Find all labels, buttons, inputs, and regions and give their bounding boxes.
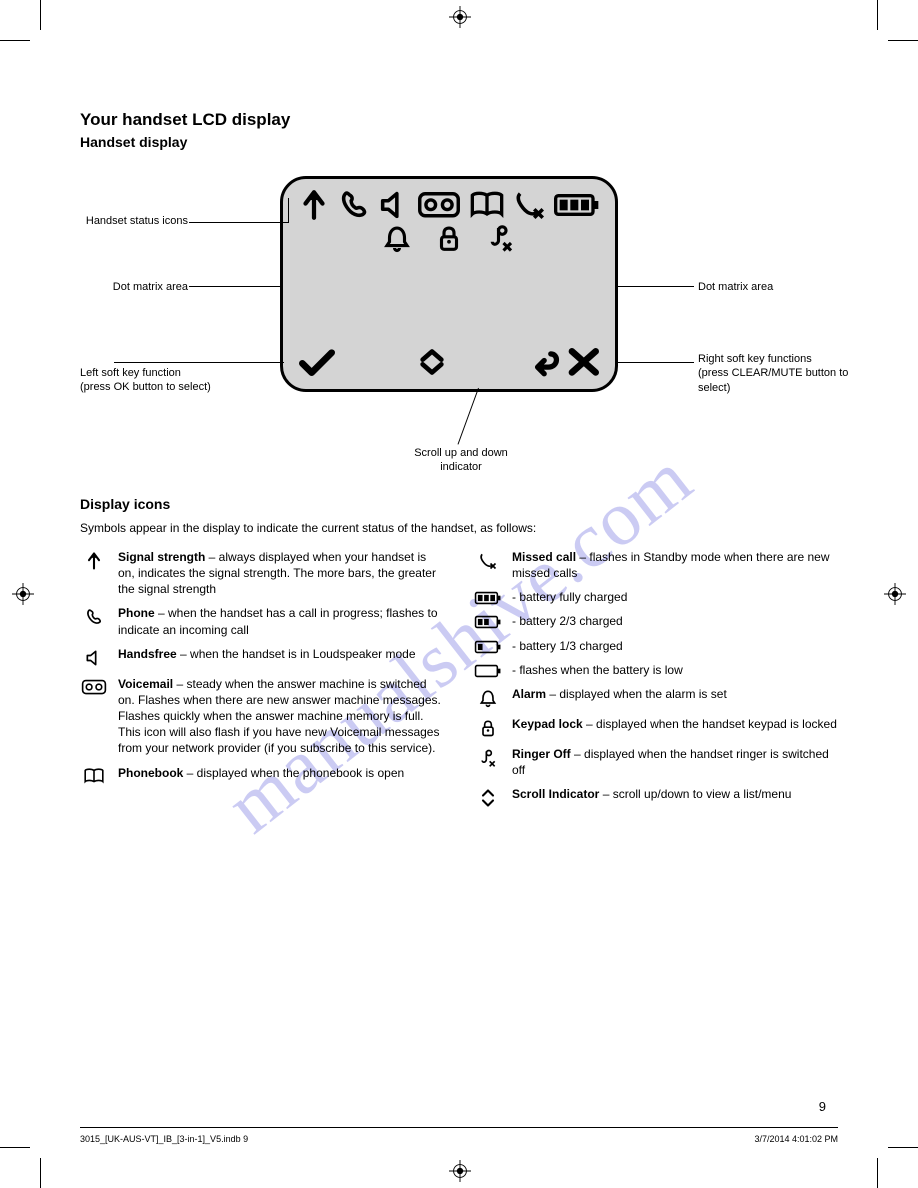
icon-desc-row: Voicemail – steady when the answer machi… xyxy=(80,676,444,757)
footer-date: 3/7/2014 4:01:02 PM xyxy=(754,1134,838,1144)
icon-desc-text: Ringer Off – displayed when the handset … xyxy=(512,746,838,778)
display-diagram: Handset status icons Dot matrix area Dot… xyxy=(80,166,838,466)
icon-desc-text: Alarm – displayed when the alarm is set xyxy=(512,686,838,702)
icon-desc-row: Phone – when the handset has a call in p… xyxy=(80,605,444,637)
speaker-icon xyxy=(377,190,411,220)
registration-mark-icon xyxy=(449,1160,471,1182)
footer: 3015_[UK-AUS-VT]_IB_[3-in-1]_V5.indb 9 3… xyxy=(80,1134,838,1144)
icon-desc-text: Keypad lock – displayed when the handset… xyxy=(512,716,838,732)
callout-status: Handset status icons xyxy=(80,214,188,228)
icon-desc-text: - battery 1/3 charged xyxy=(512,638,838,654)
icon-desc-text: Scroll Indicator – scroll up/down to vie… xyxy=(512,786,838,802)
icon-desc-row: - battery fully charged xyxy=(474,589,838,605)
icon-desc-text: - battery fully charged xyxy=(512,589,838,605)
icon-desc-row: Missed call – flashes in Standby mode wh… xyxy=(474,549,838,581)
signal-icon xyxy=(297,190,331,220)
lock-icon xyxy=(474,716,502,738)
icon-desc-row: Handsfree – when the handset is in Louds… xyxy=(80,646,444,668)
updown-icon xyxy=(474,786,502,808)
registration-mark-icon xyxy=(12,583,34,605)
icon-desc-row: Ringer Off – displayed when the handset … xyxy=(474,746,838,778)
icons-heading: Display icons xyxy=(80,496,838,512)
batt2-icon xyxy=(474,613,502,629)
phonebook-icon xyxy=(467,190,507,220)
icon-desc-text: Phone – when the handset has a call in p… xyxy=(118,605,444,637)
battery-icon xyxy=(553,190,601,220)
speaker-icon xyxy=(80,646,108,668)
icon-desc-row: - battery 1/3 charged xyxy=(474,638,838,654)
batt3-icon xyxy=(474,589,502,605)
signal-icon xyxy=(80,549,108,571)
footer-rule xyxy=(80,1127,838,1128)
icon-desc-text: Voicemail – steady when the answer machi… xyxy=(118,676,444,757)
phonebook-icon xyxy=(80,765,108,785)
registration-mark-icon xyxy=(449,6,471,28)
icons-intro: Symbols appear in the display to indicat… xyxy=(80,520,838,537)
callout-dotmatrix: Dot matrix area xyxy=(80,280,188,294)
icon-desc-row: Signal strength – always displayed when … xyxy=(80,549,444,598)
icon-descriptions: Signal strength – always displayed when … xyxy=(80,549,838,817)
footer-file: 3015_[UK-AUS-VT]_IB_[3-in-1]_V5.indb 9 xyxy=(80,1134,248,1144)
callout-rightsoft: Right soft key functions (press CLEAR/MU… xyxy=(698,352,858,395)
callout-dotmatrix2: Dot matrix area xyxy=(698,280,838,294)
icon-desc-row: Phonebook – displayed when the phonebook… xyxy=(80,765,444,785)
icon-desc-text: - battery 2/3 charged xyxy=(512,613,838,629)
icon-desc-text: Phonebook – displayed when the phonebook… xyxy=(118,765,444,781)
check-icon xyxy=(297,345,337,379)
ringer-off-icon xyxy=(486,224,516,252)
page-subtitle: Handset display xyxy=(80,134,838,150)
page-content: Your handset LCD display Handset display xyxy=(80,110,838,816)
registration-mark-icon xyxy=(884,583,906,605)
phone-icon xyxy=(337,190,371,220)
page-title: Your handset LCD display xyxy=(80,110,838,130)
back-cancel-icon xyxy=(527,345,601,379)
callout-leftsoft: Left soft key function (press OK button … xyxy=(80,366,245,395)
icon-desc-row: - battery 2/3 charged xyxy=(474,613,838,629)
icon-desc-text: Missed call – flashes in Standby mode wh… xyxy=(512,549,838,581)
missed-icon xyxy=(474,549,502,571)
updown-icon xyxy=(417,348,447,376)
alarm-icon xyxy=(474,686,502,708)
ringoff-icon xyxy=(474,746,502,768)
batt1-icon xyxy=(474,638,502,654)
voicemail-icon xyxy=(417,190,461,220)
voicemail-icon xyxy=(80,676,108,696)
phone-icon xyxy=(80,605,108,627)
lcd-screen xyxy=(280,176,618,392)
missed-call-icon xyxy=(513,190,547,220)
alarm-icon xyxy=(382,224,412,252)
icon-desc-text: - flashes when the battery is low xyxy=(512,662,838,678)
icon-desc-row: - flashes when the battery is low xyxy=(474,662,838,678)
icon-desc-text: Signal strength – always displayed when … xyxy=(118,549,444,598)
icon-desc-row: Scroll Indicator – scroll up/down to vie… xyxy=(474,786,838,808)
lock-icon xyxy=(434,224,464,252)
icon-desc-row: Keypad lock – displayed when the handset… xyxy=(474,716,838,738)
batt0-icon xyxy=(474,662,502,678)
page-number: 9 xyxy=(819,1099,826,1114)
icon-desc-text: Handsfree – when the handset is in Louds… xyxy=(118,646,444,662)
callout-scroll: Scroll up and down indicator xyxy=(396,446,526,475)
icon-desc-row: Alarm – displayed when the alarm is set xyxy=(474,686,838,708)
